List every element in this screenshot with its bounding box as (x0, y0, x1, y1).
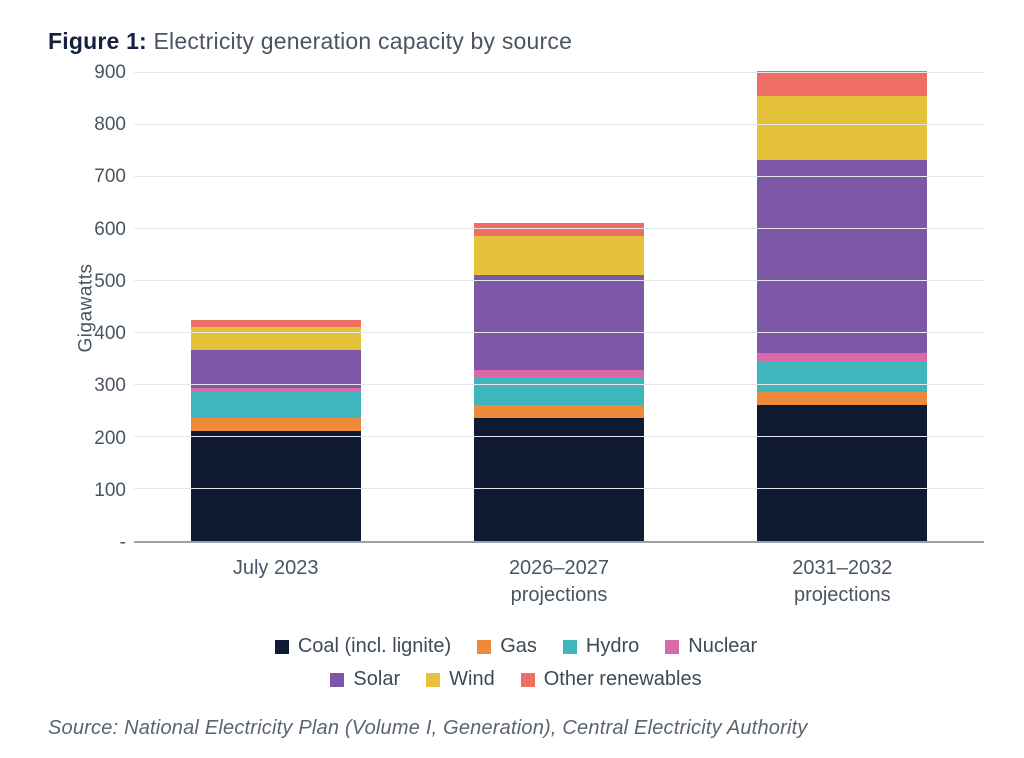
y-axis-label-col: Gigawatts (48, 73, 76, 543)
bar-segment-hydro (191, 392, 361, 418)
y-tick-label: 300 (94, 375, 126, 397)
y-tick-label: 100 (94, 480, 126, 502)
figure-label: Figure 1: (48, 28, 147, 54)
bar-segment-hydro (757, 361, 927, 392)
swatch-icon (665, 640, 679, 654)
legend-item-hydro: Hydro (563, 635, 639, 658)
swatch-icon (521, 673, 535, 687)
x-axis-labels: July 20232026–2027projections2031–2032pr… (134, 543, 984, 609)
y-tick-label: 400 (94, 323, 126, 345)
bar (757, 71, 927, 541)
bar-segment-other (474, 223, 644, 237)
y-tick-label: - (120, 532, 126, 554)
x-axis-label: July 2023 (134, 543, 417, 609)
x-axis-label: 2026–2027projections (417, 543, 700, 609)
swatch-icon (330, 673, 344, 687)
swatch-icon (275, 640, 289, 654)
bar-segment-wind (191, 327, 361, 350)
y-tick-label: 200 (94, 428, 126, 450)
bar-segment-coal (191, 431, 361, 541)
bar-segment-gas (191, 418, 361, 431)
legend-row: Solar Wind Other renewables (330, 668, 701, 691)
chart: Gigawatts -100200300400500600700800900 (48, 73, 984, 543)
y-tick-label: 600 (94, 219, 126, 241)
legend-item-other: Other renewables (521, 668, 702, 691)
source-line: Source: National Electricity Plan (Volum… (48, 717, 984, 740)
bar-segment-gas (474, 405, 644, 418)
bar-segment-other (757, 71, 927, 96)
legend-item-gas: Gas (477, 635, 537, 658)
gridline (134, 72, 984, 73)
bar-segment-other (191, 320, 361, 327)
gridline (134, 280, 984, 281)
gridline (134, 332, 984, 333)
bar-segment-wind (474, 236, 644, 275)
bar (191, 320, 361, 541)
legend: Coal (incl. lignite) Gas Hydro Nuclear Solar… (48, 635, 984, 691)
y-tick-label: 700 (94, 166, 126, 188)
gridline (134, 384, 984, 385)
legend-label: Gas (500, 635, 537, 658)
y-tick-label: 800 (94, 114, 126, 136)
gridline (134, 436, 984, 437)
gridline (134, 488, 984, 489)
bar-segment-nuclear (757, 353, 927, 361)
bar-segment-wind (757, 96, 927, 160)
figure-container: Figure 1: Electricity generation capacit… (0, 0, 1024, 758)
figure-title-text: Electricity generation capacity by sourc… (154, 28, 573, 54)
bar (474, 223, 644, 542)
bar-segment-solar (474, 275, 644, 370)
swatch-icon (426, 673, 440, 687)
y-tick-label: 900 (94, 62, 126, 84)
legend-row: Coal (incl. lignite) Gas Hydro Nuclear (275, 635, 757, 658)
bars-container (134, 73, 984, 541)
swatch-icon (563, 640, 577, 654)
legend-label: Hydro (586, 635, 639, 658)
legend-label: Solar (353, 668, 400, 691)
bar-segment-solar (191, 350, 361, 388)
swatch-icon (477, 640, 491, 654)
legend-label: Other renewables (544, 668, 702, 691)
legend-item-nuclear: Nuclear (665, 635, 757, 658)
bar-segment-gas (757, 392, 927, 405)
legend-label: Nuclear (688, 635, 757, 658)
bar-segment-coal (757, 405, 927, 541)
figure-title: Figure 1: Electricity generation capacit… (48, 28, 984, 55)
x-axis-label: 2031–2032projections (701, 543, 984, 609)
legend-item-solar: Solar (330, 668, 400, 691)
gridline (134, 176, 984, 177)
y-axis-ticks: -100200300400500600700800900 (76, 73, 134, 543)
legend-label: Coal (incl. lignite) (298, 635, 451, 658)
legend-label: Wind (449, 668, 495, 691)
plot-area (134, 73, 984, 543)
legend-item-wind: Wind (426, 668, 495, 691)
legend-item-coal: Coal (incl. lignite) (275, 635, 451, 658)
gridline (134, 228, 984, 229)
gridline (134, 124, 984, 125)
bar-segment-hydro (474, 377, 644, 406)
y-tick-label: 500 (94, 271, 126, 293)
bar-segment-solar (757, 160, 927, 353)
